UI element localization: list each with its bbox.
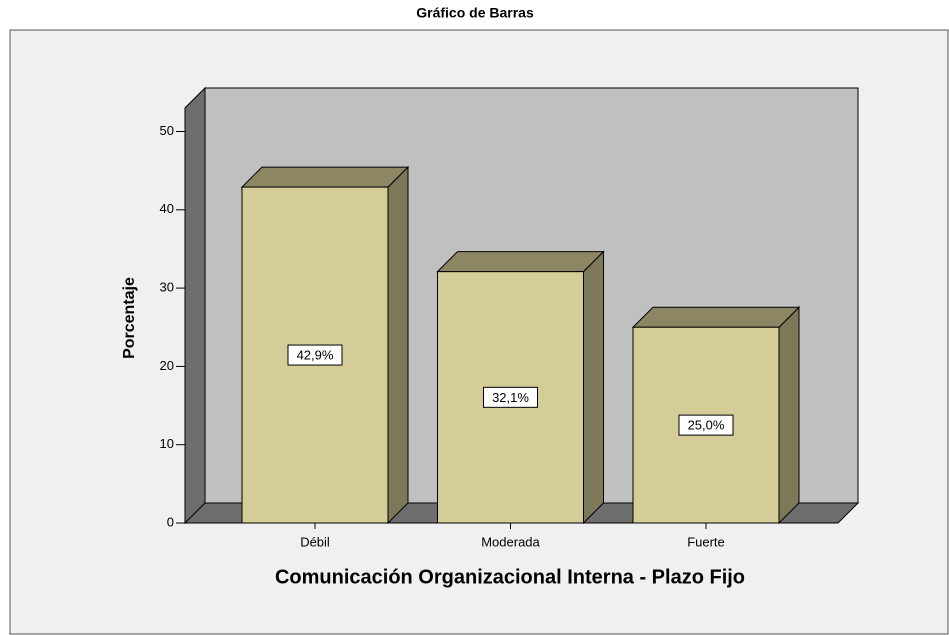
left-wall (184, 86, 206, 525)
value-label: 25,0% (688, 418, 725, 433)
bar-side (387, 165, 409, 525)
value-label-box (483, 386, 538, 408)
bar-top (436, 251, 605, 273)
x-tick-label: Fuerte (687, 534, 725, 549)
bar-side (778, 306, 800, 525)
bar-side (583, 250, 604, 525)
y-axis-label: Porcentaje (121, 277, 138, 359)
value-label: 42,9% (297, 347, 334, 362)
value-label-box (287, 344, 343, 366)
bar-top (240, 166, 410, 188)
x-tick-label: Débil (300, 534, 330, 549)
y-tick-label: 30 (160, 280, 174, 295)
value-label: 32,1% (492, 390, 529, 405)
x-tick-label: Moderada (481, 534, 540, 549)
value-label-box (678, 414, 734, 436)
chart-title: Gráfico de Barras (416, 5, 534, 21)
y-tick-label: 10 (160, 436, 174, 451)
y-tick-label: 50 (160, 123, 174, 138)
x-axis-label: Comunicación Organizacional Interna - Pl… (275, 566, 745, 588)
y-tick-label: 20 (160, 358, 174, 373)
y-tick-label: 0 (167, 514, 174, 529)
bar-top (631, 306, 801, 328)
y-tick-label: 40 (160, 201, 174, 216)
